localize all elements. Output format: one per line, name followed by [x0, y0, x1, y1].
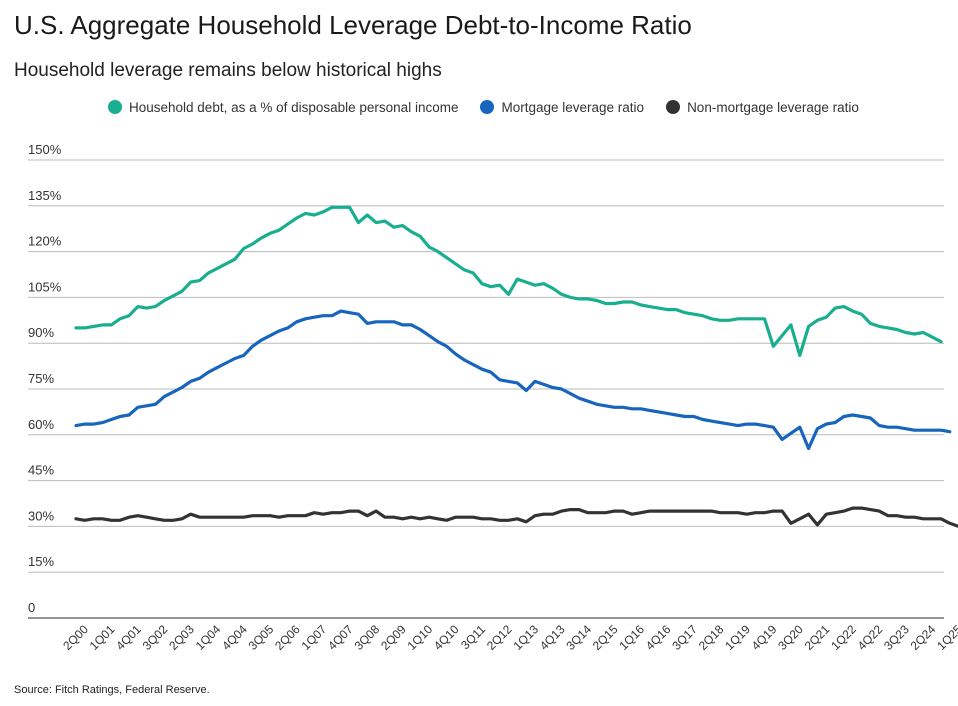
legend-label-household-debt: Household debt, as a % of disposable per… [129, 99, 459, 115]
chart-subtitle: Household leverage remains below histori… [14, 60, 442, 81]
x-tick-label: 4Q13 [537, 622, 568, 653]
series-mortgage-leverage [74, 309, 952, 451]
x-tick-label: 3Q08 [352, 622, 383, 653]
x-tick-label: 4Q04 [219, 622, 250, 653]
x-tick-label: 3Q14 [563, 622, 594, 653]
x-tick-label: 2Q09 [378, 622, 409, 653]
chart-series [74, 205, 958, 528]
y-tick-label: 105% [28, 279, 62, 294]
y-tick-label: 30% [28, 508, 54, 523]
legend-label-mortgage-leverage: Mortgage leverage ratio [501, 99, 645, 115]
y-axis-tick-labels: 0 15% 30% 45% 60% 75% 90% 105% 120% 135% 150% [28, 142, 62, 615]
x-tick-label: 1Q16 [616, 622, 647, 653]
y-tick-label: 150% [28, 142, 62, 157]
x-tick-label: 4Q19 [749, 622, 780, 653]
legend-swatch-mortgage-leverage [480, 100, 495, 114]
legend-item-household-debt: Household debt, as a % of disposable per… [108, 100, 458, 115]
y-tick-label: 75% [28, 371, 54, 386]
legend-swatch-non-mortgage-leverage [666, 100, 681, 114]
series-non-mortgage-leverage [74, 506, 958, 528]
source-note: Source: Fitch Ratings, Federal Reserve. [14, 684, 210, 696]
legend-item-non-mortgage-leverage: Non-mortgage leverage ratio [666, 100, 859, 115]
y-tick-label: 60% [28, 417, 54, 432]
y-gridlines [28, 159, 944, 619]
x-tick-label: 1Q13 [510, 622, 541, 653]
x-tick-label: 2Q24 [908, 622, 939, 653]
x-tick-label: 2Q18 [696, 622, 727, 653]
x-tick-label: 3Q17 [669, 622, 700, 653]
x-tick-label: 2Q12 [484, 622, 515, 653]
x-tick-label: 1Q10 [405, 622, 436, 653]
legend-item-mortgage-leverage: Mortgage leverage ratio [480, 100, 644, 115]
x-tick-label: 1Q25 [934, 622, 958, 653]
x-tick-label: 3Q11 [458, 622, 488, 652]
x-tick-label: 4Q01 [113, 622, 144, 653]
x-tick-label: 4Q16 [643, 622, 674, 653]
x-tick-label: 4Q10 [431, 622, 462, 653]
x-tick-label: 2Q00 [60, 622, 91, 653]
x-tick-label: 1Q22 [828, 622, 859, 653]
y-tick-label: 15% [28, 554, 54, 569]
x-tick-label: 1Q01 [87, 622, 118, 653]
y-tick-label: 120% [28, 234, 62, 249]
x-tick-label: 2Q15 [590, 622, 621, 653]
chart-legend: Household debt, as a % of disposable per… [108, 97, 881, 117]
x-tick-label: 3Q20 [775, 622, 806, 653]
y-tick-label: 90% [28, 325, 54, 340]
x-tick-label: 1Q07 [299, 622, 330, 653]
series-household-debt [74, 205, 943, 357]
chart-title: U.S. Aggregate Household Leverage Debt-t… [14, 10, 692, 40]
y-tick-label: 45% [28, 463, 54, 478]
x-tick-label: 1Q04 [193, 622, 224, 653]
x-tick-label: 1Q19 [722, 622, 753, 653]
legend-label-non-mortgage-leverage: Non-mortgage leverage ratio [687, 99, 859, 115]
legend-swatch-household-debt [108, 100, 122, 114]
x-tick-label: 2Q06 [272, 622, 303, 653]
x-tick-label: 4Q22 [855, 622, 886, 653]
y-tick-label: 0 [28, 600, 35, 615]
x-tick-label: 4Q07 [325, 622, 356, 653]
x-tick-label: 2Q03 [166, 622, 197, 653]
x-tick-label: 2Q21 [802, 622, 833, 653]
y-tick-label: 135% [28, 188, 62, 203]
x-tick-label: 3Q23 [881, 622, 912, 653]
x-axis: 2Q001Q014Q013Q022Q031Q044Q043Q052Q061Q07… [60, 622, 958, 653]
x-tick-label: 3Q05 [246, 622, 277, 653]
x-tick-label: 3Q02 [140, 622, 171, 653]
